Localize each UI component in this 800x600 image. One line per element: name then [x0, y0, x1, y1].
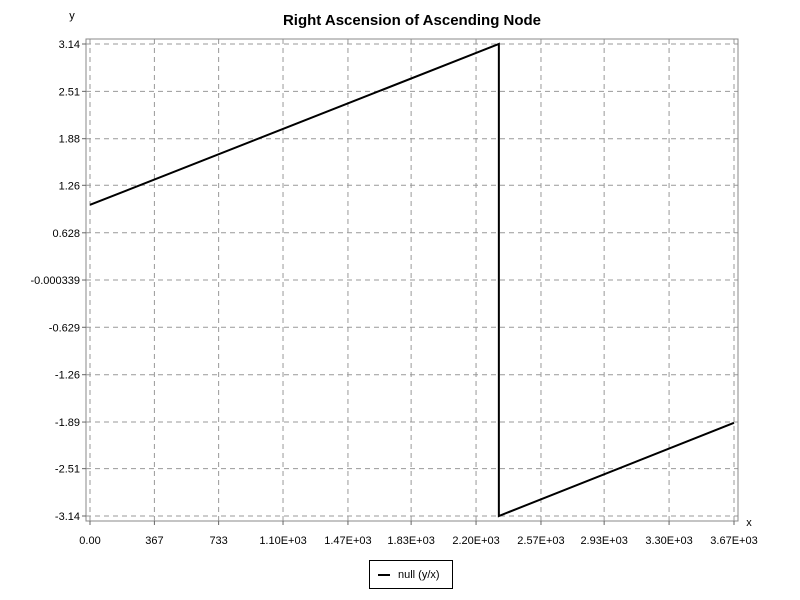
x-tick-label: 0.00 [79, 535, 100, 547]
legend: null (y/x) [369, 560, 453, 589]
y-tick-label: -1.26 [55, 370, 80, 382]
y-tick-label: -1.89 [55, 417, 80, 429]
x-tick-label: 733 [209, 535, 227, 547]
series-layer [89, 42, 735, 518]
x-tick-label: 367 [145, 535, 163, 547]
x-tick-label: 1.10E+03 [259, 535, 306, 547]
grid-layer [86, 39, 738, 521]
chart-title: Right Ascension of Ascending Node [282, 12, 542, 29]
y-tick-label: -0.000339 [30, 275, 80, 287]
y-axis-label: y [69, 10, 75, 22]
y-tick-label: 0.628 [52, 228, 80, 240]
y-tick-label: 1.26 [59, 180, 80, 192]
x-tick-label: 3.30E+03 [645, 535, 692, 547]
x-tick-label: 2.57E+03 [517, 535, 564, 547]
series-line [89, 42, 735, 518]
y-tick-label: -3.14 [55, 511, 80, 523]
y-tick-label: 3.14 [59, 39, 80, 51]
legend-line-swatch [378, 573, 390, 576]
y-axis: 3.14 2.51 1.88 1.26 0.628 -0.000339 -0.629 -1.2… [30, 39, 86, 523]
x-tick-label: 3.67E+03 [710, 535, 757, 547]
x-tick-label: 1.83E+03 [387, 535, 434, 547]
x-tick-label: 2.93E+03 [580, 535, 627, 547]
legend-label: null (y/x) [398, 568, 440, 581]
y-tick-label: 1.88 [59, 134, 80, 146]
y-tick-label: 2.51 [59, 86, 80, 98]
x-tick-label: 1.47E+03 [324, 535, 371, 547]
x-axis: 0.00 367 733 1.10E+03 1.47E+03 1.83E+03 2.20E+… [79, 521, 758, 547]
y-tick-label: -2.51 [55, 464, 80, 476]
x-tick-label: 2.20E+03 [452, 535, 499, 547]
y-tick-label: -0.629 [49, 322, 80, 334]
x-axis-label: x [746, 517, 752, 529]
